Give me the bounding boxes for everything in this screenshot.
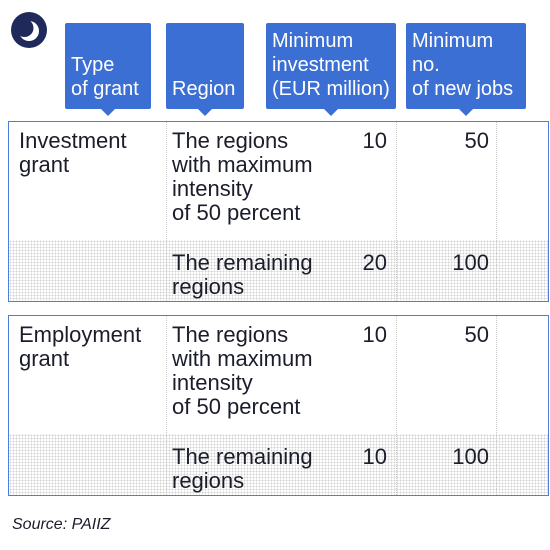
region-label: The regions with maximum intensity of 50 p… bbox=[172, 128, 313, 225]
grant-type-label: Investment grant bbox=[19, 128, 127, 177]
table-row bbox=[9, 434, 548, 495]
table-row bbox=[9, 240, 548, 301]
investment-value: 10 bbox=[362, 444, 387, 469]
jobs-value: 100 bbox=[452, 444, 489, 469]
jobs-value: 50 bbox=[464, 322, 489, 347]
investment-value: 20 bbox=[362, 250, 387, 275]
crescent-moon-logo-icon bbox=[11, 12, 47, 48]
investment-value: 10 bbox=[362, 128, 387, 153]
jobs-value: 50 bbox=[464, 128, 489, 153]
jobs-value: 100 bbox=[452, 250, 489, 275]
source-note: Source: PAIIZ bbox=[12, 516, 111, 533]
header-type-of-grant: Type of grant bbox=[65, 23, 151, 116]
header-minimum-new-jobs: Minimum no. of new jobs bbox=[406, 23, 526, 116]
region-label: The regions with maximum intensity of 50 p… bbox=[172, 322, 313, 419]
investment-value: 10 bbox=[362, 322, 387, 347]
header-region: Region bbox=[166, 23, 244, 116]
grant-type-label: Employment grant bbox=[19, 322, 142, 371]
region-label: The remaining regions bbox=[172, 444, 313, 493]
group-investment-grant: Investment grant The regions with maximum … bbox=[8, 121, 549, 302]
region-label: The remaining regions bbox=[172, 250, 313, 299]
group-employment-grant: Employment grant The regions with maximum … bbox=[8, 315, 549, 496]
header-minimum-investment: Minimum investment (EUR million) bbox=[266, 23, 396, 116]
